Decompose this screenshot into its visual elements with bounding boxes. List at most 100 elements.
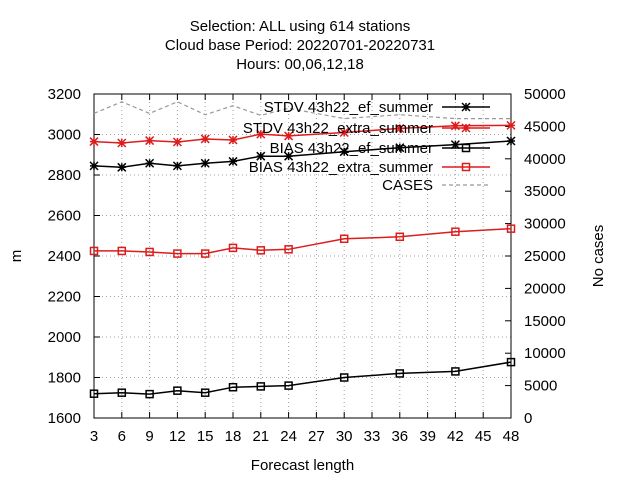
x-tick-label: 12 (169, 428, 186, 445)
x-tick-label: 42 (447, 428, 464, 445)
data-point-1 (284, 131, 294, 141)
x-tick-label: 27 (308, 428, 325, 445)
data-point-2 (256, 382, 266, 391)
legend-marker (461, 102, 471, 112)
y2-tick-label: 35000 (524, 183, 566, 200)
data-point-3 (89, 246, 99, 256)
data-point-2 (451, 367, 460, 376)
x-tick-label: 15 (197, 428, 214, 445)
data-point-0 (395, 143, 405, 153)
x-tick-label: 48 (503, 428, 520, 445)
data-point-3 (173, 249, 182, 258)
data-point-0 (200, 158, 210, 168)
data-point-0 (506, 136, 516, 146)
y2-tick-label: 40000 (524, 151, 566, 168)
data-point-3 (506, 224, 516, 233)
chart-title-line-3: Hours: 00,06,12,18 (236, 56, 364, 73)
chart-title-line-2: Cloud base Period: 20220701-20220731 (164, 37, 436, 54)
x-tick-label: 3 (90, 428, 98, 445)
legend-label: STDV 43h22_ef_summer (264, 99, 433, 116)
data-point-0 (117, 162, 127, 172)
y2-tick-label: 25000 (524, 248, 566, 265)
y2-tick-label: 10000 (524, 345, 566, 362)
series-line-0 (93, 140, 512, 169)
x-tick-label: 9 (145, 428, 153, 445)
x-tick-label: 24 (280, 428, 297, 445)
x-tick-label: 6 (118, 428, 126, 445)
legend-label: BIAS 43h22_ef_summer (270, 140, 433, 157)
x-tick-label: 39 (419, 428, 436, 445)
data-point-1 (256, 129, 266, 139)
x-tick-label: 21 (252, 428, 269, 445)
y-tick-label: 2200 (48, 289, 81, 306)
legend-marker (461, 123, 471, 133)
data-point-1 (200, 134, 210, 144)
legend-marker (461, 143, 471, 153)
data-point-1 (172, 137, 182, 147)
y2-tick-label: 45000 (524, 118, 566, 135)
data-point-3 (284, 245, 293, 254)
series-line-2 (93, 361, 512, 395)
data-point-2 (89, 389, 99, 398)
series-line-1 (93, 124, 512, 144)
y2-tick-label: 15000 (524, 313, 566, 330)
data-point-1 (89, 137, 99, 147)
x-axis-label: Forecast length (251, 457, 354, 474)
y-tick-label: 1600 (48, 410, 81, 427)
y2-tick-label: 5000 (524, 378, 557, 395)
y2-tick-label: 0 (524, 410, 532, 427)
y-tick-label: 2400 (48, 248, 81, 265)
x-tick-label: 18 (225, 428, 242, 445)
data-point-1 (339, 127, 349, 138)
data-point-3 (117, 246, 127, 256)
series-line-3 (94, 227, 512, 255)
data-point-0 (172, 161, 182, 171)
data-point-0 (450, 140, 460, 150)
data-point-3 (145, 247, 154, 257)
y-tick-label: 2800 (48, 167, 81, 184)
chart-title-line-1: Selection: ALL using 614 stations (189, 18, 411, 35)
x-tick-label: 45 (475, 428, 492, 445)
data-point-2 (228, 382, 238, 392)
y-axis-label: m (8, 250, 25, 263)
data-point-2 (145, 389, 154, 399)
data-point-3 (339, 234, 349, 244)
y2-tick-label: 20000 (524, 280, 566, 297)
y-tick-label: 1800 (48, 370, 81, 387)
data-point-1 (395, 123, 405, 133)
data-point-0 (145, 158, 155, 168)
data-point-3 (256, 246, 266, 255)
legend-marker (461, 162, 471, 172)
data-point-1 (506, 120, 516, 130)
series-line-4 (93, 101, 511, 120)
x-tick-label: 36 (391, 428, 408, 445)
data-point-2 (200, 388, 210, 397)
y2-tick-label: 50000 (524, 86, 566, 103)
data-point-3 (228, 243, 238, 253)
data-point-0 (339, 147, 349, 157)
data-point-0 (256, 151, 266, 161)
data-point-3 (451, 227, 460, 236)
y2-tick-label: 30000 (524, 216, 566, 233)
data-point-0 (89, 161, 99, 171)
legend-label: CASES (382, 177, 433, 194)
data-point-1 (450, 121, 460, 131)
y-tick-label: 3000 (48, 127, 81, 144)
y-tick-label: 3200 (48, 86, 81, 103)
data-point-2 (339, 373, 349, 382)
y-tick-label: 2600 (48, 208, 81, 225)
data-point-1 (228, 135, 238, 145)
data-point-0 (228, 156, 238, 166)
data-point-2 (395, 369, 405, 378)
data-point-2 (173, 386, 182, 395)
x-tick-label: 30 (336, 428, 353, 445)
data-point-3 (200, 249, 210, 258)
data-point-1 (145, 136, 155, 146)
data-point-2 (506, 357, 516, 367)
x-tick-label: 33 (364, 428, 381, 445)
legend-label: STDV 43h22_extra_summer (243, 120, 433, 137)
legend-label: BIAS 43h22_extra_summer (249, 159, 433, 176)
data-point-1 (117, 138, 127, 148)
data-point-3 (395, 232, 405, 242)
y2-axis-label: No cases (590, 225, 607, 288)
